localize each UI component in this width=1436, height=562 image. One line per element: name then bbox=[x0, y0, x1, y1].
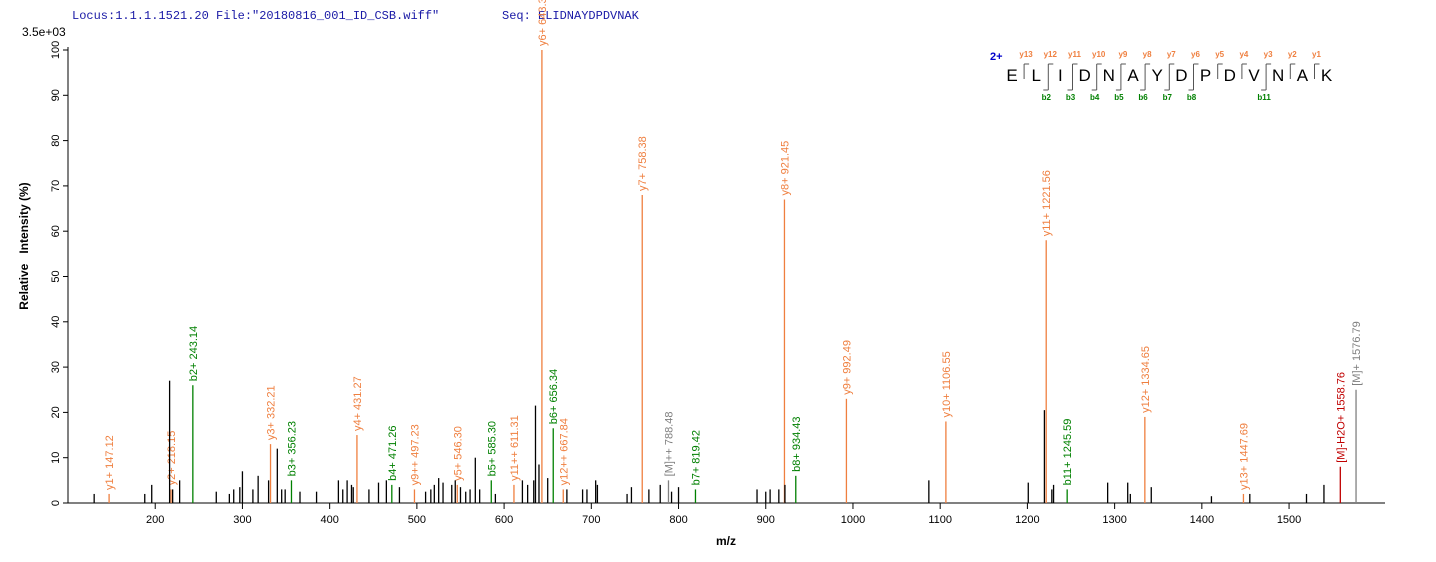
peak-label: [M]-H2O+ 1558.76 bbox=[1335, 372, 1347, 463]
x-tick-label: 1300 bbox=[1102, 514, 1126, 526]
y-tick-label: 80 bbox=[50, 134, 62, 146]
residue: I bbox=[1058, 66, 1063, 85]
peak-label: y11+ 1221.56 bbox=[1041, 170, 1053, 236]
residue: N bbox=[1272, 66, 1284, 85]
x-tick-label: 1000 bbox=[841, 514, 865, 526]
y-tick-label: 10 bbox=[50, 452, 62, 464]
charge-label: 2+ bbox=[990, 51, 1003, 63]
x-tick-label: 1200 bbox=[1015, 514, 1039, 526]
peak-label: y12++ 667.84 bbox=[558, 418, 570, 485]
y-ion-label: y6 bbox=[1191, 50, 1200, 59]
residue: A bbox=[1127, 66, 1139, 85]
peak-label: y13+ 1447.69 bbox=[1238, 423, 1250, 490]
y-ion-label: y11 bbox=[1068, 50, 1081, 59]
b-ion-label: b4 bbox=[1090, 93, 1100, 102]
y-tick-label: 0 bbox=[50, 500, 62, 506]
peak-label: y1+ 147.12 bbox=[104, 435, 116, 490]
y-ion-label: y7 bbox=[1167, 50, 1176, 59]
b-ion-label: b11 bbox=[1257, 93, 1271, 102]
peak-label: b3+ 356.23 bbox=[286, 421, 298, 476]
x-tick-label: 300 bbox=[233, 514, 251, 526]
y-tick-label: 70 bbox=[50, 180, 62, 192]
residue: D bbox=[1224, 66, 1236, 85]
residue: L bbox=[1031, 66, 1040, 85]
x-tick-label: 400 bbox=[320, 514, 338, 526]
residue: D bbox=[1175, 66, 1187, 85]
y-tick-label: 60 bbox=[50, 225, 62, 237]
y-ion-label: y1 bbox=[1312, 50, 1321, 59]
peak-label: y10+ 1106.55 bbox=[941, 351, 953, 417]
peak-label: y12+ 1334.65 bbox=[1140, 346, 1152, 413]
residue: N bbox=[1103, 66, 1115, 85]
residue: P bbox=[1200, 66, 1211, 85]
x-tick-label: 900 bbox=[757, 514, 775, 526]
y-tick-label: 20 bbox=[50, 406, 62, 418]
residue: E bbox=[1006, 66, 1017, 85]
peak-label: b2+ 243.14 bbox=[188, 326, 200, 381]
peak-label: [M]+ 1576.79 bbox=[1351, 321, 1363, 386]
peak-label: y4+ 431.27 bbox=[352, 376, 364, 431]
peak-label: y2+ 218.15 bbox=[166, 431, 178, 486]
sequence-title: Seq: ELIDNAYDPDVNAK bbox=[502, 9, 640, 23]
b-ion-label: b7 bbox=[1163, 93, 1173, 102]
peak-label: b7+ 819.42 bbox=[690, 430, 702, 485]
x-tick-label: 200 bbox=[146, 514, 164, 526]
peak-label: b5+ 585.30 bbox=[486, 421, 498, 476]
residue: D bbox=[1078, 66, 1090, 85]
scale-label: 3.5e+03 bbox=[22, 25, 66, 39]
peak-label: y9+ 992.49 bbox=[841, 340, 853, 395]
y-ion-label: y10 bbox=[1092, 50, 1106, 59]
residue: A bbox=[1297, 66, 1309, 85]
peak-label: b8+ 934.43 bbox=[791, 416, 803, 471]
y-axis-label: Relative Intensity (%) bbox=[17, 182, 31, 309]
y-ion-label: y13 bbox=[1019, 50, 1033, 59]
x-tick-label: 800 bbox=[669, 514, 687, 526]
b-ion-label: b2 bbox=[1042, 93, 1052, 102]
b-ion-label: b8 bbox=[1187, 93, 1197, 102]
residue: Y bbox=[1152, 66, 1163, 85]
y-tick-label: 40 bbox=[50, 316, 62, 328]
x-axis-label: m/z bbox=[716, 534, 736, 548]
x-tick-label: 600 bbox=[495, 514, 513, 526]
b-ion-label: b3 bbox=[1066, 93, 1076, 102]
y-ion-label: y2 bbox=[1288, 50, 1297, 59]
peak-label: y8+ 921.45 bbox=[779, 141, 791, 196]
y-tick-label: 30 bbox=[50, 361, 62, 373]
y-ion-label: y5 bbox=[1215, 50, 1224, 59]
peak-label: y3+ 332.21 bbox=[266, 385, 278, 440]
peak-label: y7+ 758.38 bbox=[637, 136, 649, 191]
y-tick-label: 50 bbox=[50, 270, 62, 282]
y-ion-label: y4 bbox=[1239, 50, 1248, 59]
y-ion-label: y3 bbox=[1264, 50, 1273, 59]
peak-label: y9++ 497.23 bbox=[409, 424, 421, 485]
b-ion-label: b5 bbox=[1114, 93, 1124, 102]
b-ion-label: b6 bbox=[1138, 93, 1148, 102]
peak-label: b6+ 656.34 bbox=[548, 369, 560, 424]
y-tick-label: 90 bbox=[50, 89, 62, 101]
chart-title: Locus:1.1.1.1521.20 File:"20180816_001_I… bbox=[72, 9, 439, 23]
peak-label: y6+ 643.36 bbox=[537, 0, 549, 46]
x-tick-label: 1100 bbox=[928, 514, 952, 526]
peak-label: b11+ 1245.59 bbox=[1062, 419, 1074, 486]
peak-label: y11++ 611.31 bbox=[509, 415, 521, 481]
residue: V bbox=[1248, 66, 1260, 85]
x-tick-label: 500 bbox=[408, 514, 426, 526]
peak-label: y5+ 546.30 bbox=[452, 426, 464, 481]
peak-label: [M]++ 788.48 bbox=[663, 412, 675, 477]
y-ion-label: y12 bbox=[1044, 50, 1058, 59]
y-ion-label: y8 bbox=[1143, 50, 1152, 59]
residue: K bbox=[1321, 66, 1333, 85]
y-tick-label: 100 bbox=[50, 41, 62, 59]
x-tick-label: 1400 bbox=[1190, 514, 1214, 526]
x-tick-label: 700 bbox=[582, 514, 600, 526]
x-tick-label: 1500 bbox=[1277, 514, 1301, 526]
peak-label: b4+ 471.26 bbox=[387, 426, 399, 481]
y-ion-label: y9 bbox=[1118, 50, 1127, 59]
